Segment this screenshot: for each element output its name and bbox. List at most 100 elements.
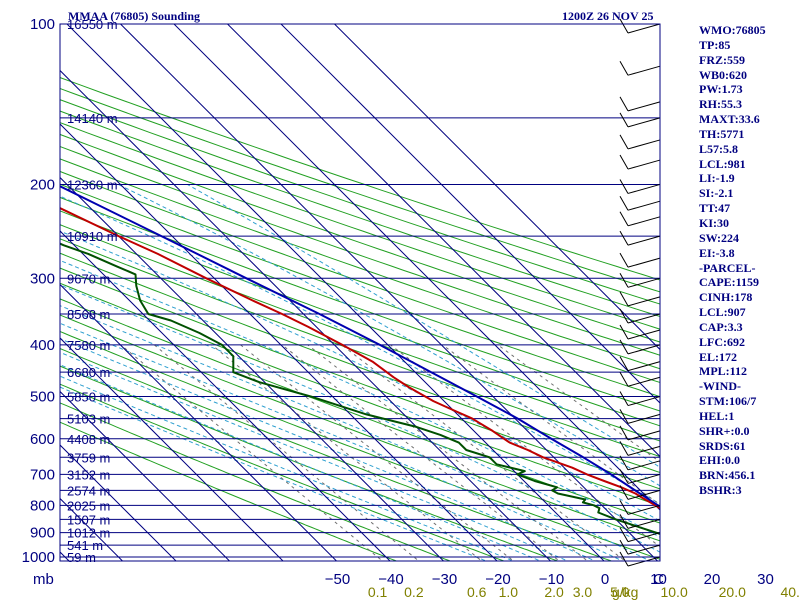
height-label: 2574 m <box>67 483 110 498</box>
temperature-tick-label: 30 <box>757 571 774 588</box>
height-label: 5103 m <box>67 412 110 427</box>
wind-barb-staff <box>627 183 661 194</box>
moist-adiabat <box>60 351 569 561</box>
wind-barb-staff <box>627 532 661 543</box>
wind-barb-flag <box>619 291 629 307</box>
height-label: 5850 m <box>67 390 110 405</box>
index-line: WMO:76805 <box>699 23 766 37</box>
dry-adiabat <box>60 133 660 343</box>
index-line: BSHR:3 <box>699 483 742 498</box>
dry-adiabat <box>60 183 660 398</box>
dry-adiabat <box>60 145 660 356</box>
parcel-profile <box>60 185 660 508</box>
wind-barb-flag <box>619 60 629 76</box>
indices-panel: WMO:76805 TP:85 FRZ:559 WB0:620 PW:1.73 RH:55… <box>699 23 799 498</box>
moist-adiabat <box>60 195 660 505</box>
isotherm <box>60 283 338 561</box>
wind-barb-staff <box>627 396 661 407</box>
index-line: LCL:907 <box>699 305 746 320</box>
isotherm <box>60 123 498 561</box>
height-label: 4408 m <box>67 432 110 447</box>
wind-barb-staff <box>627 159 661 170</box>
wind-barb-flag <box>619 195 629 211</box>
index-line: SRDS:61 <box>699 438 746 453</box>
height-label: 9670 m <box>67 271 110 286</box>
height-label: 1012 m <box>67 526 110 541</box>
mixing-ratio-label: 5.0 <box>610 584 630 600</box>
height-label: 3759 m <box>67 450 110 465</box>
dry-adiabat <box>60 99 660 305</box>
dry-adiabat <box>60 170 660 384</box>
wind-barb-flag <box>619 154 629 170</box>
wind-barb-flag <box>619 425 629 441</box>
pressure-tick-label: 800 <box>30 497 55 514</box>
mixing-ratio-line <box>497 344 660 463</box>
pressure-tick-label: 600 <box>30 431 55 448</box>
pressure-tick-label: 100 <box>30 16 55 33</box>
wind-barb-staff <box>627 413 661 424</box>
wind-barb-staff <box>627 235 661 246</box>
mixing-ratio-label: 20.0 <box>719 584 746 600</box>
index-line: LFC:692 <box>699 334 745 349</box>
moist-adiabat <box>60 305 652 561</box>
wind-barb-staff <box>627 489 661 500</box>
height-label: 541 m <box>67 538 103 553</box>
dry-adiabat <box>60 330 660 560</box>
wind-barb-staff <box>627 257 661 268</box>
wind-barb-staff <box>627 518 661 529</box>
index-line: -WIND- <box>699 379 741 394</box>
mixing-ratio-label: 0.6 <box>467 584 487 600</box>
wind-barb-staff <box>627 361 661 372</box>
pressure-tick-label: 500 <box>30 389 55 406</box>
wind-barb-staff <box>627 139 661 150</box>
isotherm <box>280 24 660 404</box>
index-line: EHI:0.0 <box>699 453 741 468</box>
wind-barb-flag <box>619 112 629 128</box>
isotherm <box>60 230 391 561</box>
pressure-tick-label: 700 <box>30 466 55 483</box>
isotherm <box>226 24 660 458</box>
isotherm <box>60 176 445 561</box>
index-line: SW:224 <box>699 230 740 245</box>
mixing-ratio-label: 1.0 <box>499 584 519 600</box>
wind-barb-flag <box>619 308 629 324</box>
wind-barb-flag <box>619 514 629 529</box>
height-label: 10910 m <box>67 229 118 244</box>
index-line: STM:106/7 <box>699 394 757 409</box>
index-line: RH:55.3 <box>699 97 742 112</box>
height-label: 16550 m <box>67 17 118 32</box>
isotherm <box>173 24 660 511</box>
index-line: BRN:456.1 <box>699 468 756 483</box>
dry-adiabat <box>60 383 506 561</box>
wind-barb-flag <box>619 273 629 288</box>
moist-adiabat <box>60 284 660 553</box>
index-line: TP:85 <box>699 37 731 52</box>
wind-barb-staff <box>627 101 661 112</box>
mixing-ratio-line <box>120 344 384 561</box>
wind-barb-staff <box>627 313 661 324</box>
wind-barb-staff <box>627 329 661 340</box>
wind-barb-staff <box>627 376 661 387</box>
dry-adiabat <box>60 298 660 524</box>
wind-barb-staff <box>627 216 661 227</box>
pressure-tick-label: 1000 <box>22 549 55 566</box>
wind-barb-flag <box>619 356 629 371</box>
wind-barb-flag <box>619 252 629 268</box>
dry-adiabat <box>60 421 398 561</box>
index-line: KI:30 <box>699 215 729 230</box>
temperature-tick-label: 10 <box>650 571 667 588</box>
mixing-ratio-unit: g/kg <box>612 584 638 600</box>
isotherm <box>119 24 659 561</box>
index-line: MPL:112 <box>699 364 747 379</box>
dry-adiabat <box>60 267 660 490</box>
height-label: 12360 m <box>67 177 118 192</box>
height-label: 1507 m <box>67 512 110 527</box>
moist-adiabat <box>60 230 660 522</box>
height-label: 14140 m <box>67 111 118 126</box>
wind-barb-flag <box>619 527 629 542</box>
index-line: PW:1.73 <box>699 82 743 97</box>
temperature-unit: C <box>653 571 664 588</box>
wind-barb-flag <box>619 230 629 246</box>
temperature-tick-label: −10 <box>539 571 564 588</box>
wind-barb-flag <box>619 485 629 500</box>
